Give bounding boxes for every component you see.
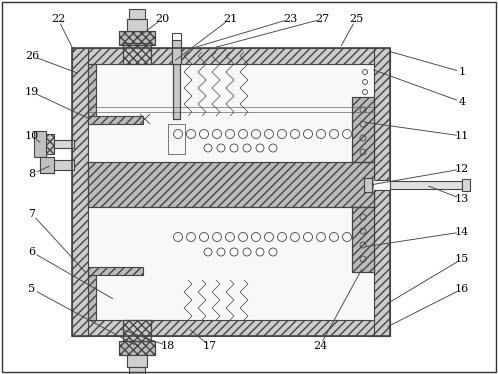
Bar	[173, 64, 180, 119]
Text: 22: 22	[51, 14, 65, 24]
Text: 24: 24	[313, 341, 327, 351]
Bar	[123, 43, 151, 64]
Text: 26: 26	[25, 51, 39, 61]
Bar	[88, 275, 96, 320]
Bar	[54, 140, 74, 148]
Bar	[119, 341, 155, 355]
Text: 16: 16	[455, 284, 469, 294]
Bar	[127, 355, 147, 367]
Bar	[72, 48, 390, 64]
Bar	[88, 162, 374, 207]
Text: 20: 20	[155, 14, 169, 24]
Text: 6: 6	[28, 247, 35, 257]
Text: 10: 10	[25, 131, 39, 141]
Bar	[390, 181, 462, 189]
Bar	[34, 131, 46, 157]
Bar	[119, 31, 155, 45]
Bar	[123, 320, 151, 341]
Text: 21: 21	[223, 14, 237, 24]
Bar	[352, 207, 374, 272]
Bar	[119, 341, 155, 355]
Bar	[173, 64, 180, 119]
Bar	[123, 43, 151, 64]
Bar	[50, 160, 74, 170]
Bar	[88, 64, 96, 124]
Bar	[172, 40, 181, 64]
Bar	[352, 97, 374, 162]
Bar	[88, 162, 374, 207]
Bar	[374, 48, 390, 336]
Bar	[88, 116, 143, 124]
Text: 13: 13	[455, 194, 469, 204]
Bar	[352, 207, 374, 272]
Bar	[88, 64, 374, 320]
Bar	[40, 157, 54, 173]
Bar	[352, 97, 374, 162]
Bar	[168, 124, 185, 154]
Text: 8: 8	[28, 169, 35, 179]
Text: 27: 27	[315, 14, 329, 24]
Bar	[129, 9, 145, 19]
Bar	[172, 33, 181, 64]
Bar	[127, 19, 147, 31]
Bar	[374, 180, 390, 190]
Bar	[123, 320, 151, 341]
Text: 17: 17	[203, 341, 217, 351]
Text: 4: 4	[459, 97, 466, 107]
Bar	[72, 320, 390, 336]
Text: 25: 25	[349, 14, 363, 24]
Text: 12: 12	[455, 164, 469, 174]
Text: 7: 7	[28, 209, 35, 219]
Text: 18: 18	[161, 341, 175, 351]
Text: 15: 15	[455, 254, 469, 264]
Text: 5: 5	[28, 284, 35, 294]
Bar	[364, 178, 372, 192]
Bar	[40, 157, 54, 173]
Bar	[40, 134, 54, 154]
Bar	[72, 48, 88, 336]
Text: 19: 19	[25, 87, 39, 97]
Text: 11: 11	[455, 131, 469, 141]
Bar	[129, 367, 145, 374]
Text: 1: 1	[459, 67, 466, 77]
Bar	[119, 31, 155, 45]
Text: 23: 23	[283, 14, 297, 24]
Bar	[462, 179, 470, 191]
Text: 14: 14	[455, 227, 469, 237]
Bar	[72, 48, 390, 336]
Bar	[88, 267, 143, 275]
